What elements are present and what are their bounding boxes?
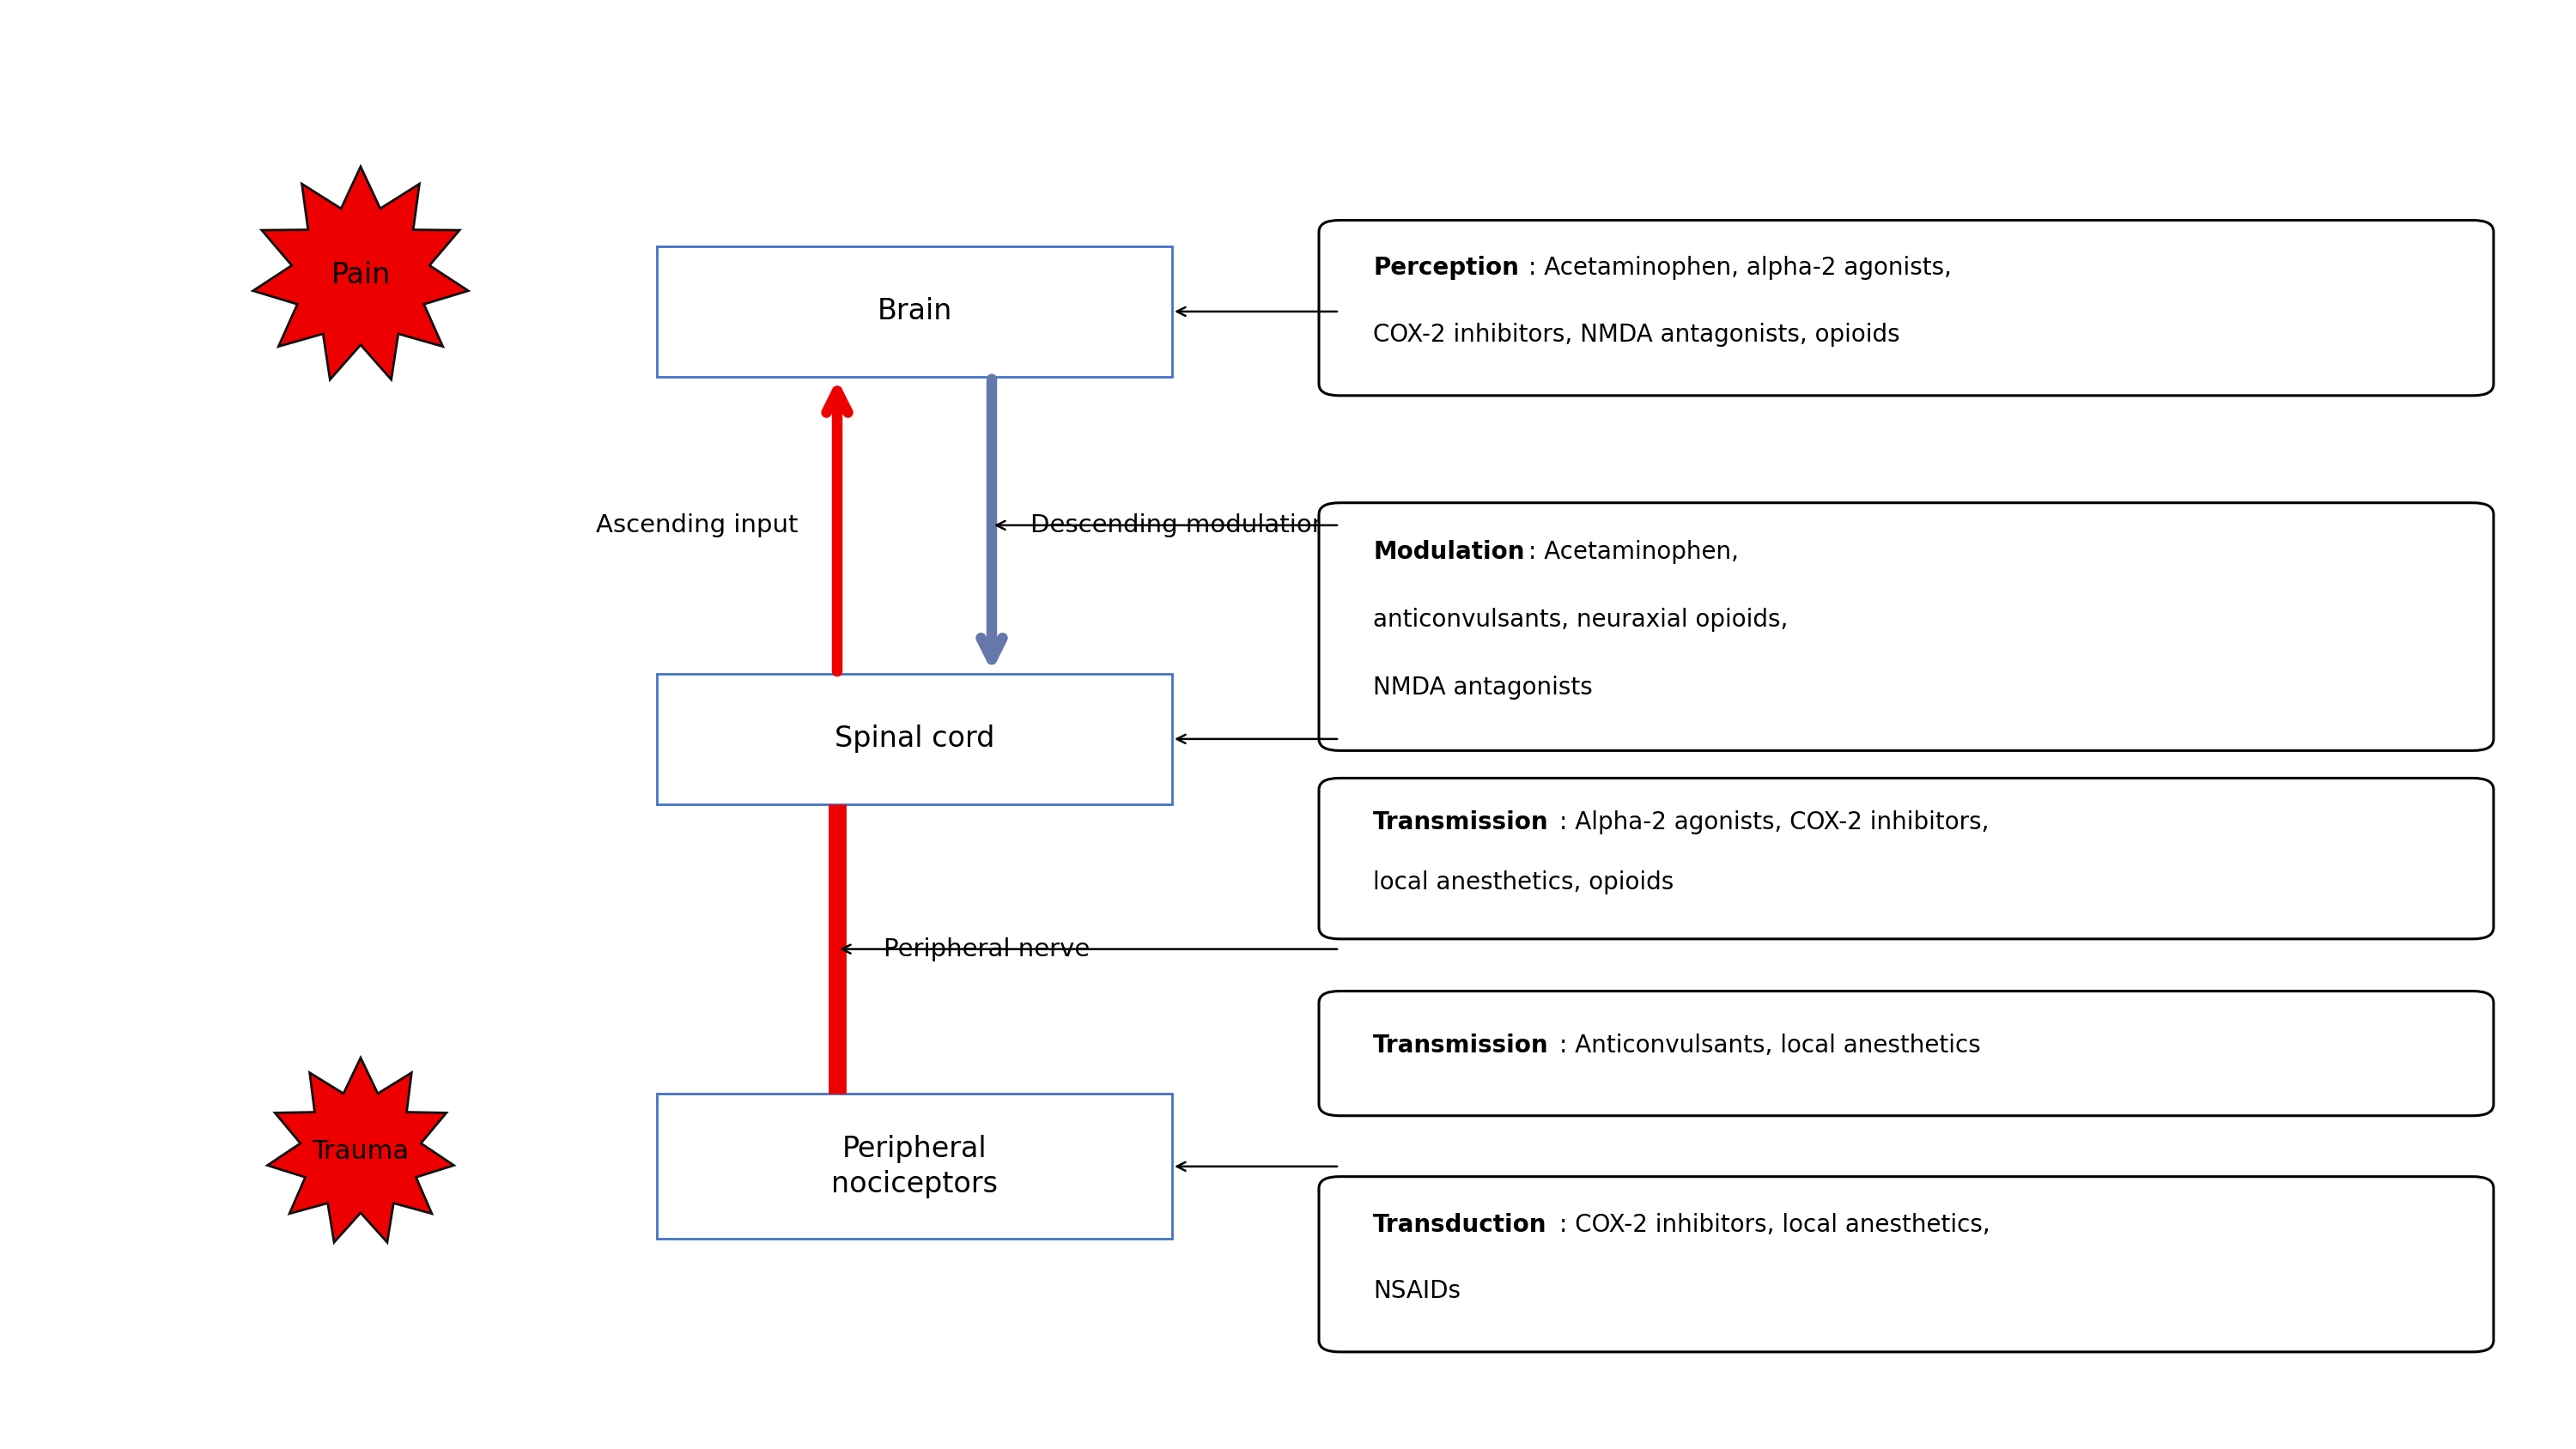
Text: local anesthetics, opioids: local anesthetics, opioids	[1373, 871, 1674, 894]
Text: Transmission: Transmission	[1373, 1033, 1548, 1058]
Text: COX-2 inhibitors, NMDA antagonists, opioids: COX-2 inhibitors, NMDA antagonists, opio…	[1373, 322, 1901, 346]
FancyBboxPatch shape	[657, 674, 1172, 804]
Text: Perception: Perception	[1373, 256, 1520, 280]
Text: Transmission: Transmission	[1373, 810, 1548, 835]
FancyBboxPatch shape	[657, 1094, 1172, 1239]
Text: Trauma: Trauma	[312, 1139, 410, 1165]
Text: Pain: Pain	[330, 261, 392, 290]
Text: : Anticonvulsants, local anesthetics: : Anticonvulsants, local anesthetics	[1558, 1033, 1981, 1058]
Text: NMDA antagonists: NMDA antagonists	[1373, 675, 1592, 700]
Text: Ascending input: Ascending input	[595, 513, 799, 538]
FancyBboxPatch shape	[657, 246, 1172, 377]
Text: Descending modulation: Descending modulation	[1030, 513, 1327, 538]
Text: anticonvulsants, neuraxial opioids,: anticonvulsants, neuraxial opioids,	[1373, 609, 1788, 632]
Polygon shape	[268, 1058, 453, 1242]
Text: Modulation: Modulation	[1373, 540, 1525, 564]
Text: : COX-2 inhibitors, local anesthetics,: : COX-2 inhibitors, local anesthetics,	[1558, 1213, 1991, 1236]
Text: Transduction: Transduction	[1373, 1213, 1546, 1236]
Text: Spinal cord: Spinal cord	[835, 724, 994, 753]
Text: Peripheral nerve: Peripheral nerve	[884, 938, 1090, 961]
Polygon shape	[252, 167, 469, 380]
FancyBboxPatch shape	[1319, 503, 2494, 751]
Text: NSAIDs: NSAIDs	[1373, 1278, 1461, 1303]
FancyBboxPatch shape	[1319, 991, 2494, 1116]
Text: : Alpha-2 agonists, COX-2 inhibitors,: : Alpha-2 agonists, COX-2 inhibitors,	[1558, 810, 1989, 835]
Text: : Acetaminophen, alpha-2 agonists,: : Acetaminophen, alpha-2 agonists,	[1528, 256, 1953, 280]
Text: Peripheral
nociceptors: Peripheral nociceptors	[832, 1135, 997, 1198]
Text: : Acetaminophen,: : Acetaminophen,	[1528, 540, 1739, 564]
FancyBboxPatch shape	[1319, 1177, 2494, 1352]
FancyBboxPatch shape	[1319, 220, 2494, 396]
FancyBboxPatch shape	[1319, 778, 2494, 939]
Text: Brain: Brain	[876, 297, 953, 326]
